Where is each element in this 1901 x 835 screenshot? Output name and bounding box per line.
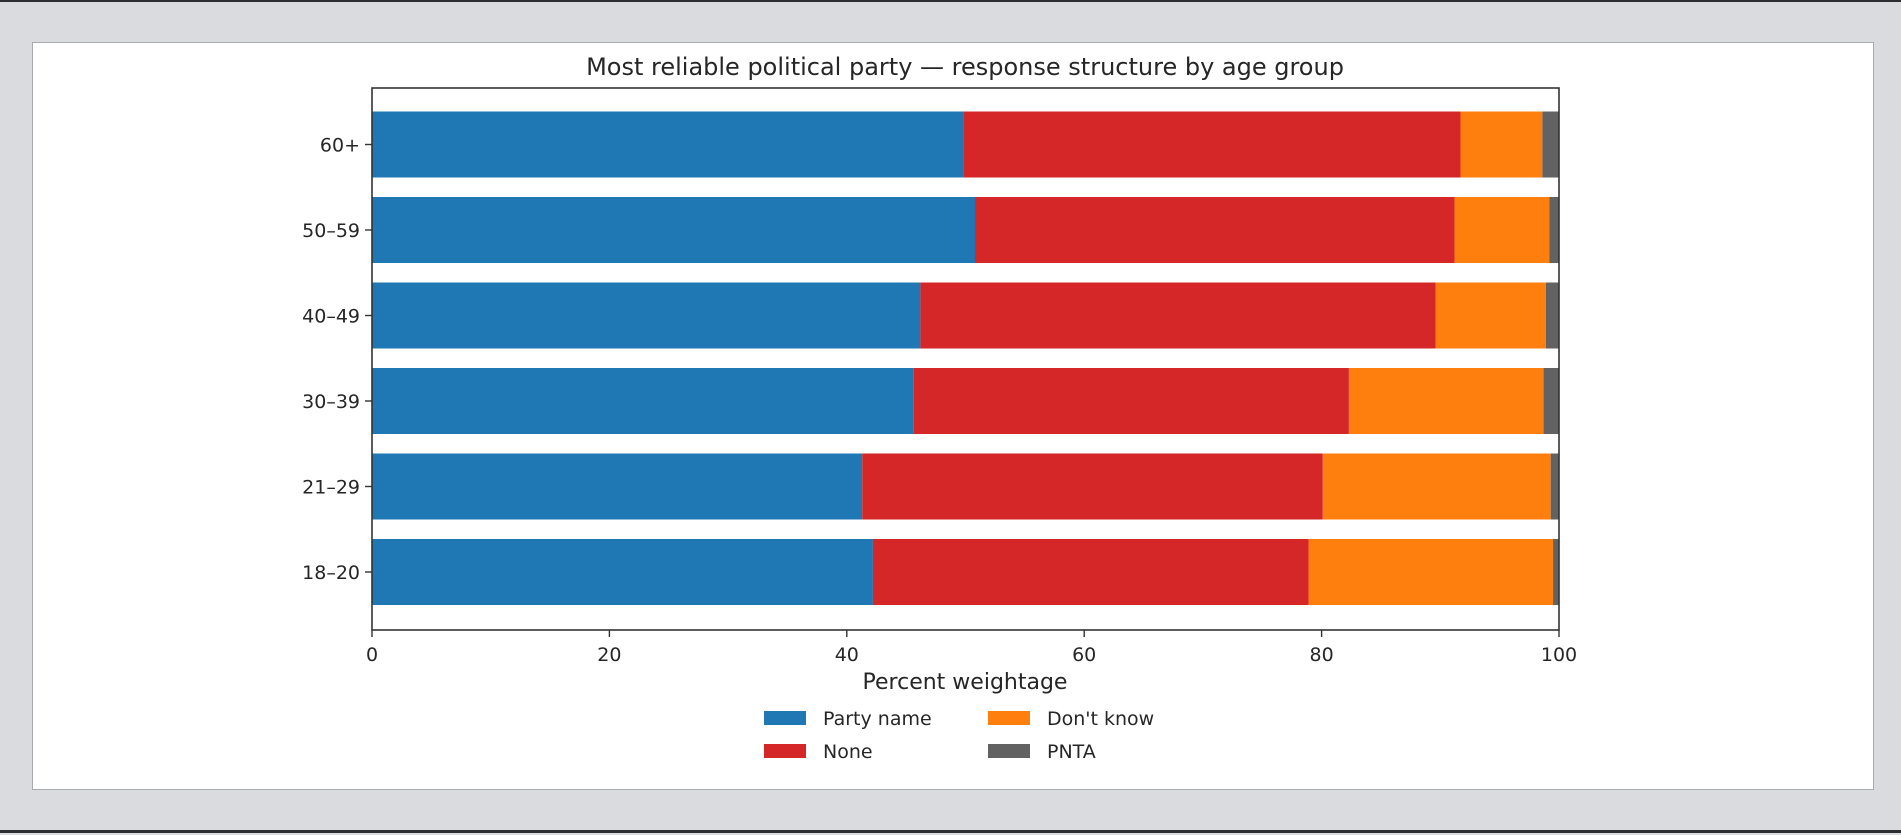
x-tick-label: 0 xyxy=(366,644,378,666)
bar-segment-pnta-0 xyxy=(1542,111,1559,178)
bar-segment-party-name-4 xyxy=(372,453,863,520)
plot-frame xyxy=(371,87,1560,631)
legend-label: PNTA xyxy=(1047,741,1096,763)
legend: Party name None Don't know PNTA xyxy=(764,708,1154,763)
bar-segment-party-name-5 xyxy=(372,539,873,605)
x-tick-label: 40 xyxy=(835,644,859,666)
y-tick-label: 18–20 xyxy=(302,562,360,584)
y-tick-label: 60+ xyxy=(320,135,360,157)
bar-segment-none-4 xyxy=(862,453,1323,520)
bar-segment-don-t-know-5 xyxy=(1308,539,1554,605)
legend-label: Don't know xyxy=(1047,708,1154,730)
bar-segment-pnta-4 xyxy=(1550,453,1559,520)
legend-swatch-none xyxy=(764,744,806,758)
y-tick-label: 21–29 xyxy=(302,477,360,499)
bar-segment-party-name-3 xyxy=(372,368,914,434)
bar-segment-party-name-0 xyxy=(372,111,964,178)
chart-title: Most reliable political party — response… xyxy=(586,53,1344,81)
legend-label: Party name xyxy=(823,708,932,730)
bar-segment-none-2 xyxy=(920,282,1436,349)
legend-swatch-party-name xyxy=(764,711,806,725)
bar-segment-pnta-2 xyxy=(1545,282,1559,349)
bar-segment-don-t-know-4 xyxy=(1322,453,1551,520)
bar-segment-none-1 xyxy=(974,197,1455,263)
x-tick-label: 60 xyxy=(1072,644,1096,666)
x-tick-label: 100 xyxy=(1541,644,1577,666)
x-axis-label: Percent weightage xyxy=(863,670,1068,695)
bar-segment-don-t-know-2 xyxy=(1435,282,1546,349)
x-tick-label: 80 xyxy=(1310,644,1334,666)
y-tick-label: 30–39 xyxy=(302,391,360,413)
y-tick-label: 50–59 xyxy=(302,220,360,242)
bar-segment-don-t-know-3 xyxy=(1348,368,1544,434)
bar-segment-none-3 xyxy=(913,368,1349,434)
y-tick-label: 40–49 xyxy=(302,306,360,328)
x-tick-label: 20 xyxy=(597,644,621,666)
bars-group xyxy=(372,111,1559,605)
bar-segment-party-name-2 xyxy=(372,282,921,349)
legend-swatch-don-t-know xyxy=(988,711,1030,725)
axes-group: 0 20 40 60 80 100 60+ 50–59 40–49 30–39 21–29 18–20 xyxy=(302,87,1577,666)
bar-segment-pnta-5 xyxy=(1553,539,1559,605)
legend-swatch-pnta xyxy=(988,744,1030,758)
bar-segment-don-t-know-0 xyxy=(1460,111,1543,178)
bar-segment-pnta-3 xyxy=(1543,368,1559,434)
bar-segment-party-name-1 xyxy=(372,197,975,263)
bar-segment-don-t-know-1 xyxy=(1454,197,1550,263)
legend-label: None xyxy=(823,741,873,763)
bar-segment-none-5 xyxy=(872,539,1309,605)
bar-segment-pnta-1 xyxy=(1549,197,1559,263)
bar-segment-none-0 xyxy=(963,111,1461,178)
